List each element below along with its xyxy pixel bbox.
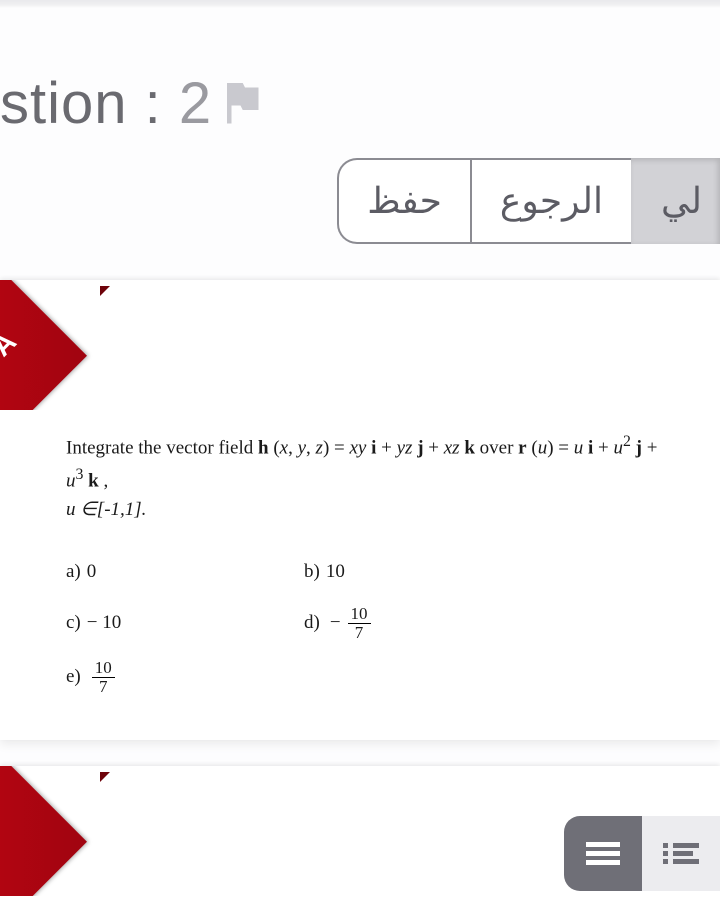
fraction: 10 7 [92,659,115,696]
choice-b[interactable]: b) 10 [304,558,670,587]
view-compact-button[interactable] [564,816,642,891]
top-shadow-bar [0,0,720,8]
title-prefix: stion : [0,71,162,136]
question-body: Integrate the vector field h (x, y, z) =… [66,430,670,696]
question-card: A Integrate the vector field h (x, y, z)… [0,280,720,740]
ribbon-letter: A [0,325,23,363]
save-button[interactable]: حفظ [337,158,470,244]
view-controls [564,816,720,891]
menu-icon [586,838,620,869]
next-button[interactable]: لي [631,158,720,244]
view-list-button[interactable] [642,816,720,891]
answer-choices: a) 0 b) 10 c) − 10 d) − 10 7 e) [66,558,670,696]
choice-a[interactable]: a) 0 [66,558,304,587]
list-icon [663,840,699,867]
choice-e[interactable]: e) 10 7 [66,659,304,696]
flag-icon [218,74,272,128]
question-prompt: Integrate the vector field h (x, y, z) =… [66,430,670,524]
question-title: stion : 2 [0,70,720,137]
back-button[interactable]: الرجوع [470,158,631,244]
domain-text: u ∈[-1,1]. [66,499,146,520]
corner-ribbon: A [0,280,130,410]
corner-ribbon [0,766,130,896]
choice-d[interactable]: d) − 10 7 [304,605,670,642]
flag-button[interactable] [218,74,272,133]
question-number: 2 [179,71,212,136]
nav-buttons: حفظ الرجوع لي [337,158,720,244]
question-header: stion : 2 [0,70,720,137]
next-question-card [0,766,720,907]
choice-c[interactable]: c) − 10 [66,605,304,642]
fraction: 10 7 [348,605,371,642]
